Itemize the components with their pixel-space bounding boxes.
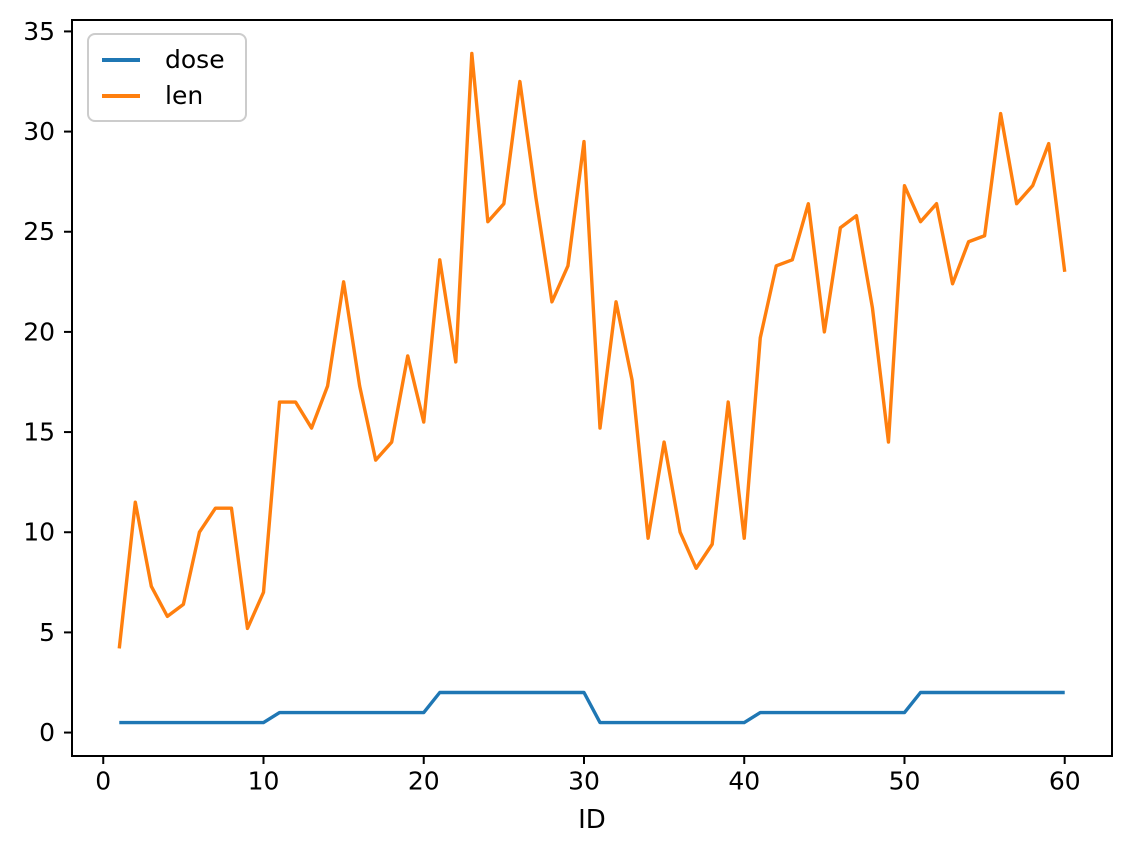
legend-entry-dose: dose [102, 45, 231, 74]
legend-line-sample-dose [102, 57, 140, 62]
y-tick-label: 30 [23, 117, 55, 146]
x-tick-label: 30 [568, 766, 600, 795]
y-tick-label: 20 [23, 317, 55, 346]
legend: dose len [87, 33, 247, 122]
y-tick-label: 5 [39, 618, 55, 647]
x-tick-label: 40 [728, 766, 760, 795]
x-tick-label: 0 [95, 766, 111, 795]
x-tick-label: 50 [889, 766, 921, 795]
y-tick-label: 15 [23, 418, 55, 447]
y-tick-label: 35 [23, 17, 55, 46]
legend-label-dose: dose [165, 45, 225, 74]
y-tick-label: 10 [23, 518, 55, 547]
series-line-len [117, 51, 1067, 649]
legend-label-len: len [165, 81, 204, 110]
y-tick-label: 0 [39, 718, 55, 747]
x-tick-label: 20 [408, 766, 440, 795]
x-axis-label: ID [578, 805, 606, 835]
y-tick-label: 25 [23, 217, 55, 246]
legend-line-sample-len [102, 93, 140, 98]
series-line-dose [119, 690, 1065, 725]
x-tick-label: 10 [248, 766, 280, 795]
axes-spines [71, 19, 1113, 757]
x-tick-label: 60 [1049, 766, 1081, 795]
legend-entry-len: len [102, 81, 231, 110]
